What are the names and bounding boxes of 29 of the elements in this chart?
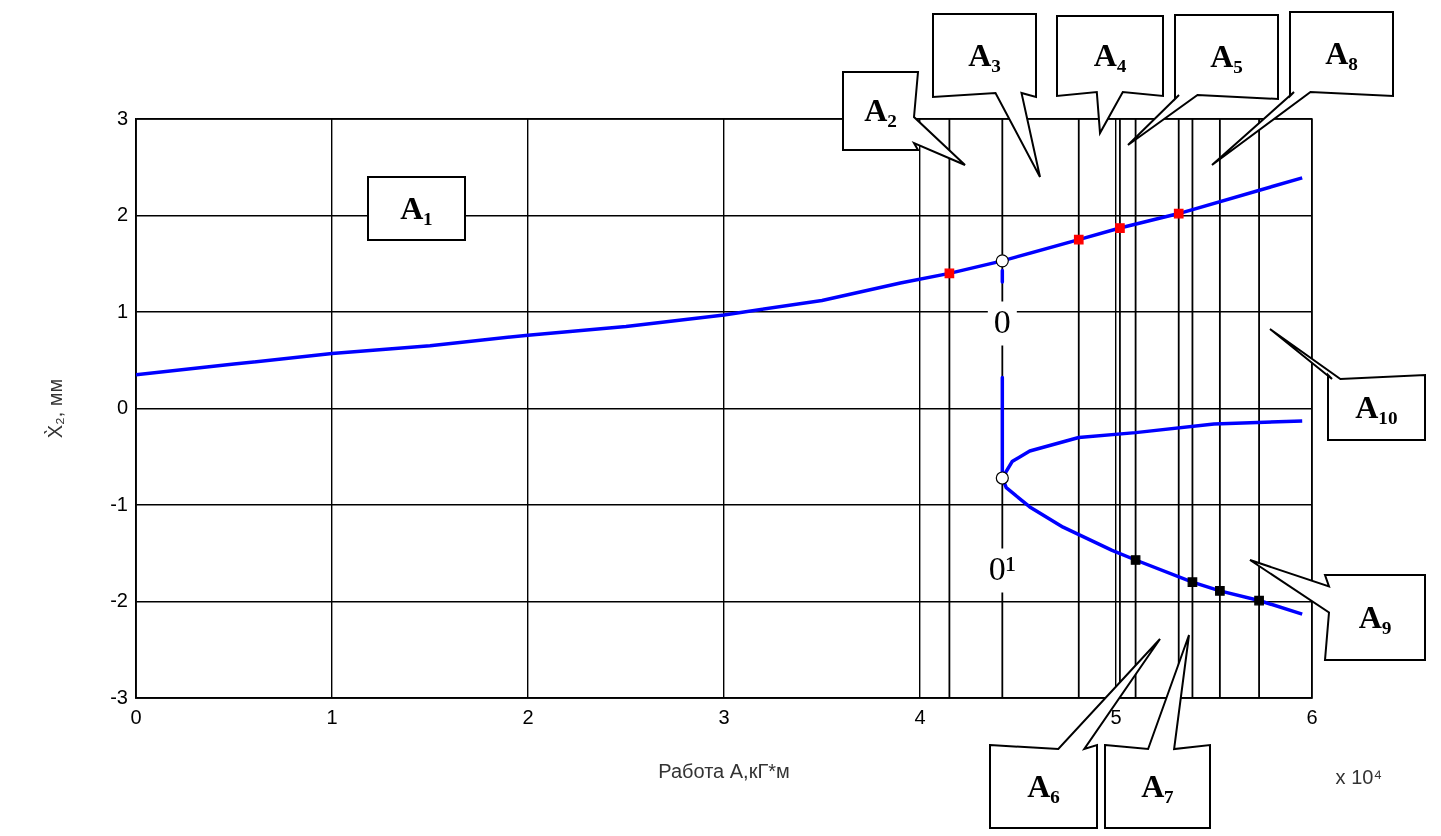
text: A₈ [1325, 35, 1358, 71]
x-tick-label: 4 [914, 705, 926, 728]
text: A₆ [1027, 767, 1060, 804]
x-tick-label: 3 [718, 705, 730, 728]
x-tick-label: 0 [130, 705, 142, 728]
annotation: 0¹ [988, 549, 1016, 587]
text: A₉ [1358, 598, 1392, 635]
x-tick-label: 2 [522, 705, 534, 728]
y-tick-label: -2 [110, 589, 128, 612]
text: x 10⁴ [1335, 765, 1382, 788]
y-tick-label: 0 [116, 396, 128, 419]
y-tick-label: -1 [110, 492, 128, 515]
text: A₃ [968, 36, 1001, 73]
y-tick-label: 3 [116, 106, 128, 129]
text: A₁₀ [1355, 388, 1398, 425]
y-tick-label: 2 [116, 203, 128, 226]
y-tick-label: -3 [110, 685, 128, 708]
x-tick-label: 5 [1110, 705, 1122, 728]
x-tick-label: 6 [1306, 705, 1318, 728]
text: A₅ [1210, 38, 1243, 74]
text: A₄ [1093, 37, 1127, 73]
annotation: A₂ [864, 92, 897, 128]
x-axis-title: Работа А,кГ*м [658, 759, 790, 782]
x-tick-label: 1 [326, 705, 338, 728]
y-tick-label: 1 [116, 299, 128, 322]
text: A₇ [1141, 767, 1174, 804]
annotation: A₁ [400, 189, 433, 226]
annotation: 0 [993, 302, 1011, 340]
y-axis-title: X̀₂, мм [43, 378, 66, 439]
